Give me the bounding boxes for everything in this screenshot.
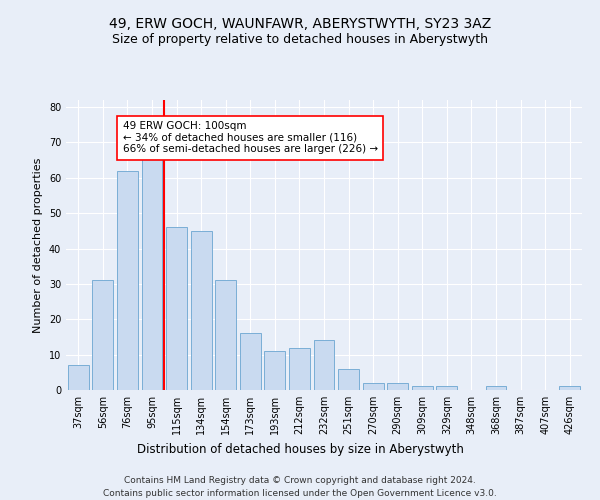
- Bar: [387, 383, 408, 390]
- Bar: [362, 383, 383, 390]
- Bar: [436, 386, 457, 390]
- Bar: [92, 280, 113, 390]
- Bar: [142, 156, 163, 390]
- Bar: [191, 231, 212, 390]
- Text: 49, ERW GOCH, WAUNFAWR, ABERYSTWYTH, SY23 3AZ: 49, ERW GOCH, WAUNFAWR, ABERYSTWYTH, SY2…: [109, 18, 491, 32]
- Bar: [215, 280, 236, 390]
- Bar: [485, 386, 506, 390]
- Bar: [289, 348, 310, 390]
- Bar: [338, 369, 359, 390]
- Bar: [240, 334, 261, 390]
- Text: 49 ERW GOCH: 100sqm
← 34% of detached houses are smaller (116)
66% of semi-detac: 49 ERW GOCH: 100sqm ← 34% of detached ho…: [122, 121, 377, 154]
- Bar: [117, 170, 138, 390]
- Bar: [559, 386, 580, 390]
- Text: Distribution of detached houses by size in Aberystwyth: Distribution of detached houses by size …: [137, 442, 463, 456]
- Text: Size of property relative to detached houses in Aberystwyth: Size of property relative to detached ho…: [112, 32, 488, 46]
- Bar: [314, 340, 334, 390]
- Bar: [166, 228, 187, 390]
- Text: Contains HM Land Registry data © Crown copyright and database right 2024.
Contai: Contains HM Land Registry data © Crown c…: [103, 476, 497, 498]
- Y-axis label: Number of detached properties: Number of detached properties: [33, 158, 43, 332]
- Bar: [265, 351, 286, 390]
- Bar: [412, 386, 433, 390]
- Bar: [68, 365, 89, 390]
